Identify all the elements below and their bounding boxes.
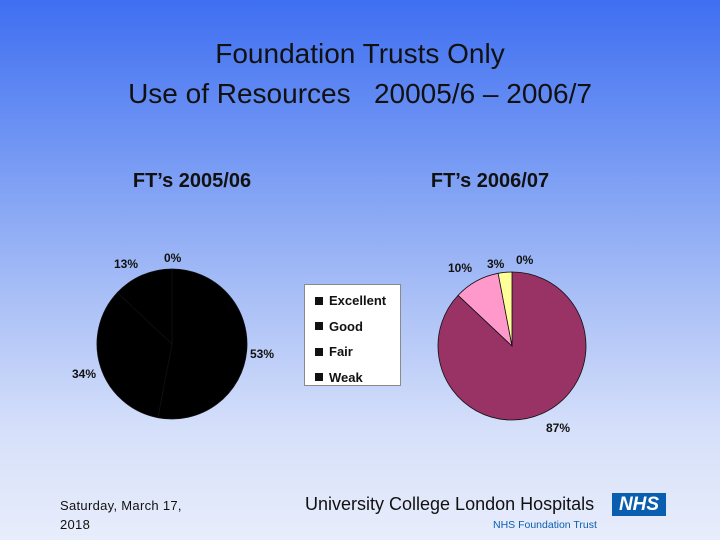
legend-item-weak: Weak (315, 365, 400, 391)
nhs-foundation-trust-text: NHS Foundation Trust (493, 519, 597, 531)
legend-swatch (315, 296, 323, 305)
legend-swatch (315, 322, 323, 331)
pie-label-excellent: 0% (164, 251, 182, 265)
pie-label-good: 87% (546, 421, 570, 435)
chart-legend: Excellent Good Fair Weak (304, 284, 401, 386)
pie-slice-weak (497, 271, 513, 347)
slide-title: Foundation Trusts Only Use of Resources … (0, 34, 720, 114)
right-chart-title: FT’s 2006/07 (430, 170, 550, 192)
legend-item-fair: Fair (315, 339, 400, 365)
date-line-1: Saturday, March 17, (60, 498, 182, 513)
legend-swatch (315, 347, 323, 356)
title-line-2: Use of Resources 20005/6 – 2006/7 (128, 78, 592, 109)
pie-slice-good (157, 268, 248, 420)
legend-swatch (315, 373, 323, 382)
pie-label-weak: 13% (114, 257, 138, 271)
legend-label: Excellent (329, 293, 387, 309)
pie-label-excellent: 0% (516, 253, 534, 267)
legend-item-good: Good (315, 314, 400, 340)
pie-slice-weak (116, 268, 173, 345)
left-chart-title: FT’s 2005/06 (132, 170, 252, 192)
date-line-2: 2018 (60, 517, 91, 532)
pie-label-fair: 10% (448, 261, 472, 275)
pie-label-fair: 34% (72, 367, 96, 381)
nhs-logo: NHS (612, 493, 666, 516)
legend-item-excellent: Excellent (315, 288, 400, 314)
pie-label-weak: 3% (487, 257, 505, 271)
pie-slice-fair (96, 292, 173, 419)
footer-date: Saturday, March 17, 2018 (60, 496, 182, 534)
legend-label: Fair (329, 344, 353, 360)
org-name: University College London Hospitals (305, 494, 595, 514)
title-line-1: Foundation Trusts Only (215, 38, 505, 69)
legend-label: Weak (329, 369, 363, 385)
legend-label: Good (329, 318, 363, 334)
pie-label-good: 53% (250, 347, 274, 361)
